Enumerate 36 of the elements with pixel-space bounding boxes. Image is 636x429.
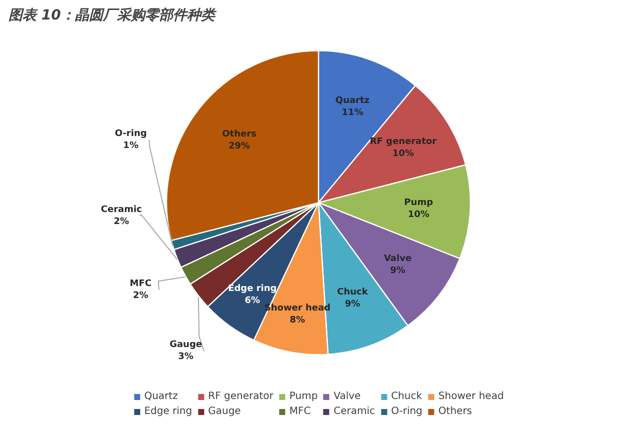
legend-label: Ceramic xyxy=(334,406,376,417)
legend-label: O-ring xyxy=(391,406,422,417)
data-label: 3% xyxy=(178,352,194,362)
data-label: 2% xyxy=(133,290,148,301)
data-label: 9% xyxy=(344,299,360,310)
slice-label: Others xyxy=(222,129,256,140)
slice-label: Valve xyxy=(384,254,412,264)
legend-label: MFC xyxy=(289,406,311,417)
legend-label: Chuck xyxy=(391,391,422,402)
slice-label: Pump xyxy=(404,198,434,208)
data-label: 8% xyxy=(290,316,306,326)
data-label: 10% xyxy=(392,149,414,160)
data-label: 11% xyxy=(342,108,364,118)
data-label: 2% xyxy=(114,216,130,227)
chart-title: 图表 10：晶圆厂采购零部件种类 xyxy=(8,6,217,24)
slice-label: Chuck xyxy=(337,287,369,298)
data-label: 9% xyxy=(390,266,406,276)
slice-label: Edge ring xyxy=(228,284,277,294)
legend-label: Pump xyxy=(289,391,318,402)
data-label: 1% xyxy=(123,141,138,152)
legend-label: Edge ring xyxy=(144,406,192,417)
slice-label: Ceramic xyxy=(100,204,142,215)
slice-label: Gauge xyxy=(170,340,202,350)
slice-label: RF generator xyxy=(370,137,438,148)
slice-label: Quartz xyxy=(335,96,370,106)
legend-label: Valve xyxy=(334,391,361,402)
legend-label: RF generator xyxy=(208,391,274,402)
legend-label: Shower head xyxy=(438,391,504,402)
data-label: 29% xyxy=(228,141,250,152)
legend-label: Quartz xyxy=(144,391,178,402)
legend-label: Others xyxy=(438,406,472,417)
slice-label: MFC xyxy=(130,278,152,289)
data-label: 6% xyxy=(244,296,260,306)
slice-label: O-ring xyxy=(114,129,147,140)
legend-label: Gauge xyxy=(208,406,241,417)
data-label: 10% xyxy=(408,210,430,220)
